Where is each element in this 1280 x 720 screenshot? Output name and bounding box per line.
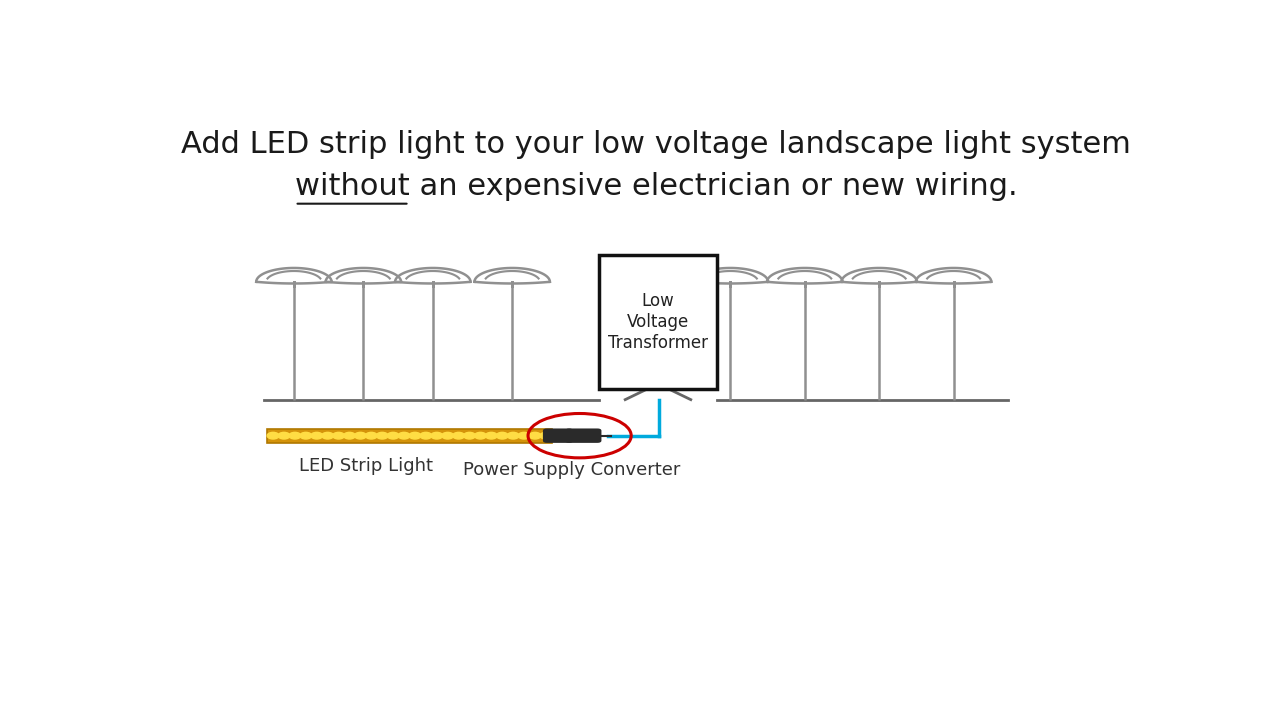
- Circle shape: [376, 432, 388, 439]
- Circle shape: [431, 432, 443, 439]
- Circle shape: [355, 432, 366, 439]
- Circle shape: [300, 432, 312, 439]
- Circle shape: [442, 432, 453, 439]
- Circle shape: [398, 432, 410, 439]
- Text: Power Supply Converter: Power Supply Converter: [463, 461, 681, 479]
- Circle shape: [420, 432, 431, 439]
- Circle shape: [497, 432, 508, 439]
- Circle shape: [278, 432, 291, 439]
- Circle shape: [387, 432, 399, 439]
- Circle shape: [463, 432, 475, 439]
- Circle shape: [365, 432, 378, 439]
- Text: without an expensive electrician or new wiring.: without an expensive electrician or new …: [294, 171, 1018, 201]
- Circle shape: [321, 432, 334, 439]
- Circle shape: [289, 432, 301, 439]
- Circle shape: [507, 432, 520, 439]
- Text: Low
Voltage
Transformer: Low Voltage Transformer: [608, 292, 708, 352]
- Circle shape: [268, 432, 279, 439]
- FancyBboxPatch shape: [543, 428, 573, 443]
- Circle shape: [311, 432, 323, 439]
- Circle shape: [529, 432, 541, 439]
- FancyBboxPatch shape: [268, 428, 552, 443]
- Text: LED Strip Light: LED Strip Light: [300, 457, 433, 475]
- Text: Add LED strip light to your low voltage landscape light system: Add LED strip light to your low voltage …: [180, 130, 1132, 159]
- Circle shape: [410, 432, 421, 439]
- Circle shape: [518, 432, 530, 439]
- FancyBboxPatch shape: [599, 256, 717, 389]
- FancyBboxPatch shape: [566, 428, 602, 443]
- Circle shape: [540, 432, 552, 439]
- Circle shape: [343, 432, 356, 439]
- Circle shape: [333, 432, 344, 439]
- Circle shape: [475, 432, 486, 439]
- Circle shape: [485, 432, 498, 439]
- Circle shape: [453, 432, 465, 439]
